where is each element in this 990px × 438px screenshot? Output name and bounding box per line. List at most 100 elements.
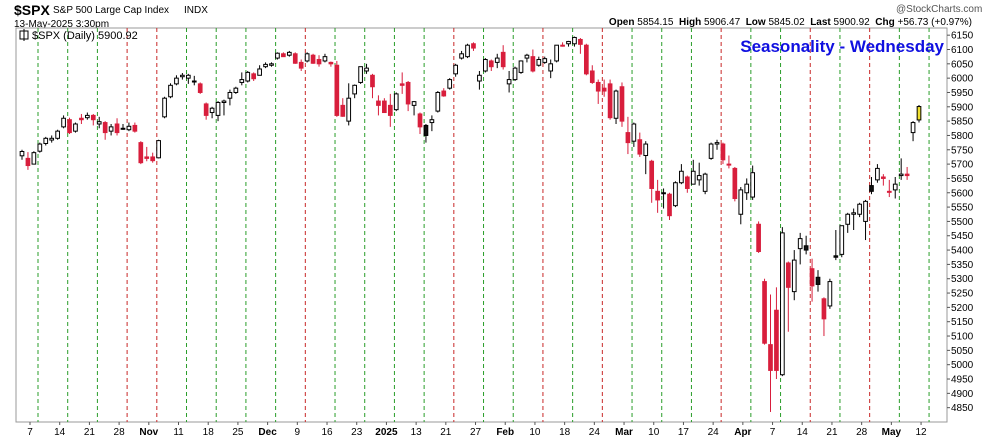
plot-frame <box>15 27 948 423</box>
x-tick-label: 10 <box>529 427 541 438</box>
candle <box>227 89 233 106</box>
candle-body <box>405 81 411 105</box>
candles <box>19 36 922 412</box>
candle <box>702 172 708 195</box>
candle-body <box>203 103 209 116</box>
candle <box>857 202 862 218</box>
candle <box>257 65 262 76</box>
candle <box>316 55 322 67</box>
candle <box>637 132 643 157</box>
candle <box>55 129 60 140</box>
candle <box>25 152 31 170</box>
x-tick-label: 7 <box>27 427 33 438</box>
candle-body <box>572 36 577 45</box>
high-value: 5906.47 <box>703 17 741 28</box>
candle <box>875 164 880 183</box>
candle <box>809 258 815 302</box>
x-tick-label: 13 <box>411 427 423 438</box>
candle-body <box>334 64 340 116</box>
candle-body <box>49 137 55 141</box>
candle-body <box>453 64 458 75</box>
y-tick-label: 5300 <box>951 274 974 285</box>
candle <box>738 187 744 225</box>
candle-body <box>156 140 161 159</box>
candle <box>839 225 845 258</box>
candle <box>904 166 910 180</box>
watermark-label: @StockCharts.com <box>896 4 983 15</box>
candle <box>114 118 120 136</box>
candle <box>185 73 191 84</box>
candle-body <box>322 56 328 62</box>
x-tick-label: 25 <box>232 427 244 438</box>
candle <box>477 70 482 90</box>
candle-body <box>673 182 678 207</box>
candle <box>667 192 672 220</box>
candle <box>780 227 785 377</box>
candle-body <box>209 107 215 114</box>
candle-body <box>679 170 684 184</box>
candle-body <box>251 73 257 80</box>
candle-body <box>281 53 286 58</box>
candle-body <box>429 119 435 124</box>
candle <box>756 221 761 253</box>
candle-body <box>340 104 346 117</box>
candle <box>411 101 417 116</box>
candle-body <box>37 143 43 152</box>
candle-body <box>595 81 601 92</box>
candle-body <box>292 53 298 64</box>
candle-body <box>857 203 862 215</box>
candle-body <box>631 123 637 142</box>
candle-body <box>465 44 470 58</box>
candle-body <box>738 189 744 215</box>
candle-body <box>560 44 565 47</box>
candle-body <box>358 66 363 83</box>
candle <box>471 42 476 51</box>
candle <box>886 179 892 198</box>
x-tick-label: 21 <box>440 427 452 438</box>
candle <box>168 83 173 99</box>
y-tick-label: 4850 <box>951 403 974 414</box>
candle <box>815 270 821 292</box>
candle-body <box>625 132 631 144</box>
candle-body <box>483 59 488 72</box>
candle <box>465 43 470 59</box>
candle <box>500 45 506 70</box>
candle-body <box>613 90 619 119</box>
candle-body <box>892 183 898 191</box>
candle <box>483 58 488 73</box>
candle-body <box>269 63 274 66</box>
candle-body <box>488 60 494 68</box>
candle <box>334 60 340 117</box>
candle-body <box>114 123 120 134</box>
low-label: Low <box>745 17 766 28</box>
candle <box>203 102 209 120</box>
candle <box>174 75 179 86</box>
candle-body <box>845 213 851 225</box>
candle-body <box>19 151 25 157</box>
candle-body <box>869 185 874 192</box>
candle-body <box>643 143 649 157</box>
candle-body <box>655 190 660 201</box>
candle-body <box>43 137 49 144</box>
candle <box>554 44 559 63</box>
candle-body <box>720 143 726 161</box>
candle <box>126 122 132 132</box>
x-tick-label: 16 <box>321 427 333 438</box>
candle-body <box>566 40 571 45</box>
candle <box>108 123 114 136</box>
y-tick-label: 5850 <box>951 117 974 128</box>
candle-body <box>67 119 72 134</box>
candle <box>281 52 286 58</box>
candle <box>191 75 197 86</box>
y-tick-label: 5650 <box>951 174 974 185</box>
candle <box>417 112 423 135</box>
candle-body <box>732 167 738 199</box>
candle <box>346 83 352 126</box>
candle <box>821 297 827 337</box>
candle-body <box>304 53 310 62</box>
y-tick-label: 5450 <box>951 231 974 242</box>
x-tick-label: 14 <box>54 427 66 438</box>
candle <box>566 40 571 47</box>
candle-body <box>785 262 791 288</box>
